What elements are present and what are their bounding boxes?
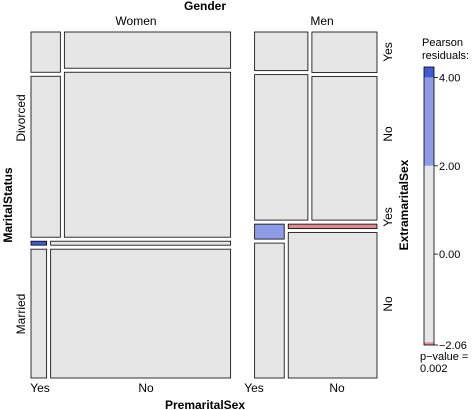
- tile-men-divorced-premarital-yes-extramarital-yes: [254, 31, 309, 72]
- tile-women-divorced-premarital-no-extramarital-yes: [63, 31, 232, 69]
- tile-women-married-premarital-yes-extramarital-yes: [30, 240, 48, 246]
- row-variable-title: MaritalStatus: [1, 167, 15, 243]
- legend-band-1: [424, 77, 434, 166]
- tile-women-divorced-premarital-yes-extramarital-no: [30, 75, 61, 238]
- row-level-divorced: Divorced: [14, 94, 28, 141]
- tile-women-married-premarital-no-extramarital-no: [50, 248, 232, 379]
- column-level-men: Men: [310, 14, 333, 28]
- legend-frame: [423, 66, 435, 346]
- tile-men-married-premarital-yes-extramarital-yes: [254, 223, 285, 240]
- right-level-divorced-no: No: [381, 126, 395, 142]
- legend-pvalue-line2: 0.002: [420, 363, 448, 375]
- tile-women-divorced-premarital-no-extramarital-no: [63, 71, 232, 238]
- legend-band-2: [424, 165, 434, 343]
- legend-color-bar: 4.00 2.00 0.00 −2.06: [423, 66, 467, 352]
- legend-band-3: [424, 342, 434, 345]
- row-level-married: Married: [14, 294, 28, 335]
- legend-band-0: [424, 67, 434, 78]
- bottom-level-men-yes: Yes: [244, 381, 264, 395]
- bottom-level-women-no: No: [138, 381, 154, 395]
- bottom-variable-title: PremaritalSex: [165, 398, 245, 410]
- column-level-women: Women: [115, 14, 156, 28]
- right-level-married-no: No: [381, 296, 395, 312]
- tile-women-married-premarital-yes-extramarital-no: [30, 248, 48, 379]
- legend-title-line2: residuals:: [422, 50, 469, 62]
- right-level-married-yes: Yes: [381, 207, 395, 227]
- right-variable-title: ExtramaritalSex: [397, 159, 411, 250]
- legend-tick-label-0: 4.00: [439, 73, 460, 85]
- bottom-level-men-no: No: [329, 381, 345, 395]
- bottom-level-women-yes: Yes: [30, 381, 50, 395]
- legend-title-line1: Pearson: [422, 37, 463, 49]
- tile-men-divorced-premarital-yes-extramarital-no: [254, 74, 309, 221]
- right-level-divorced-yes: Yes: [381, 42, 395, 62]
- legend-tick-label-2: 0.00: [439, 249, 460, 261]
- tile-women-divorced-premarital-yes-extramarital-yes: [30, 31, 61, 73]
- legend-pvalue-line1: p−value =: [420, 351, 468, 363]
- tile-men-divorced-premarital-no-extramarital-no: [311, 76, 378, 221]
- legend-tick-label-3: −2.06: [439, 340, 467, 352]
- legend-tick-label-1: 2.00: [439, 161, 460, 173]
- tile-women-married-premarital-no-extramarital-yes: [50, 240, 232, 246]
- mosaic-tiles: [30, 31, 378, 379]
- tile-men-married-premarital-no-extramarital-yes: [287, 223, 378, 230]
- tile-men-married-premarital-no-extramarital-no: [287, 232, 378, 379]
- column-variable-title: Gender: [184, 0, 226, 13]
- tile-men-divorced-premarital-no-extramarital-yes: [311, 31, 378, 73]
- tile-men-married-premarital-yes-extramarital-no: [254, 242, 285, 379]
